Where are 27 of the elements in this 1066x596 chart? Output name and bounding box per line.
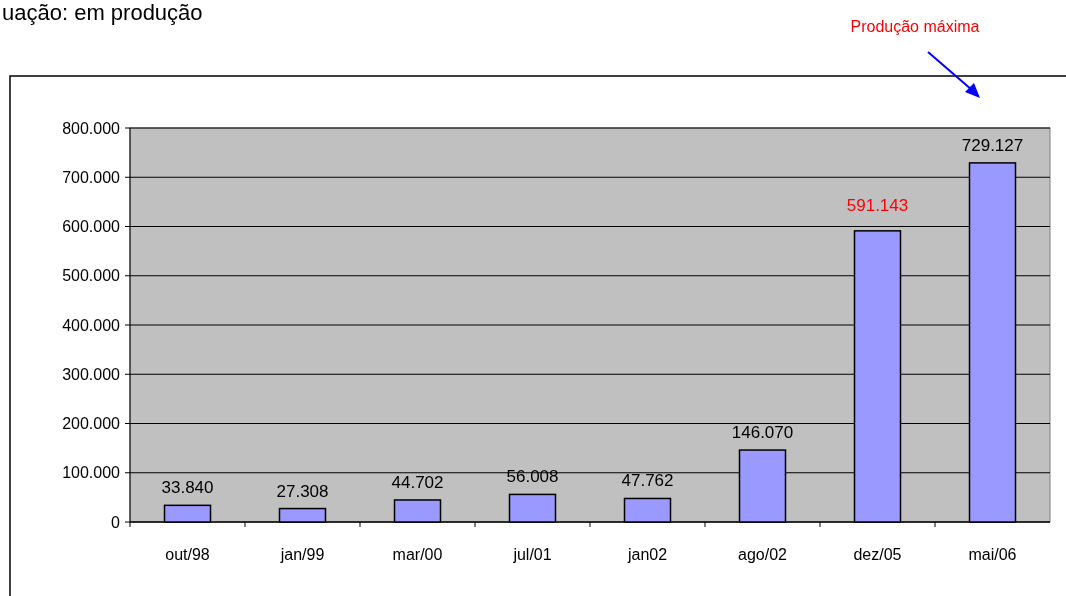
y-tick-label: 300.000 — [62, 365, 121, 383]
x-tick-label: mai/06 — [968, 546, 1017, 563]
y-tick-label: 400.000 — [62, 316, 121, 334]
chart-title: uação: em produção — [2, 0, 203, 25]
data-label: 729.127 — [961, 135, 1024, 155]
data-label: 47.762 — [621, 471, 674, 491]
data-label: 56.008 — [506, 467, 559, 487]
x-tick-label: mar/00 — [392, 546, 443, 563]
y-tick-label: 600.000 — [62, 218, 121, 236]
y-tick-label: 0 — [111, 513, 121, 531]
x-tick-label: out/98 — [165, 546, 210, 563]
x-tick-label: jan/99 — [279, 546, 325, 563]
y-tick-label: 500.000 — [62, 267, 121, 285]
data-label: 44.702 — [391, 472, 444, 492]
data-label: 27.308 — [276, 481, 329, 501]
x-tick-label: jan02 — [626, 546, 668, 563]
x-tick-label: dez/05 — [853, 546, 902, 563]
y-tick-label: 100.000 — [62, 464, 121, 482]
data-label: 33.840 — [161, 478, 214, 498]
y-tick-label: 700.000 — [62, 168, 121, 186]
x-tick-label: jul/01 — [512, 546, 552, 563]
text: Produção máxima — [850, 18, 980, 35]
data-label: 146.070 — [731, 423, 794, 443]
y-tick-label: 800.000 — [62, 119, 121, 137]
annotation: 591.143 — [846, 195, 909, 215]
x-tick-label: ago/02 — [738, 546, 788, 563]
y-tick-label: 200.000 — [62, 415, 121, 433]
